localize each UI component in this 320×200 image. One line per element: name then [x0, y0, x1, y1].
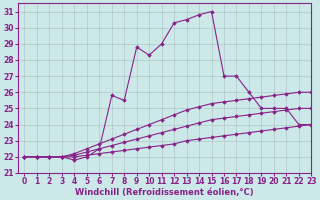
X-axis label: Windchill (Refroidissement éolien,°C): Windchill (Refroidissement éolien,°C) [76, 188, 254, 197]
